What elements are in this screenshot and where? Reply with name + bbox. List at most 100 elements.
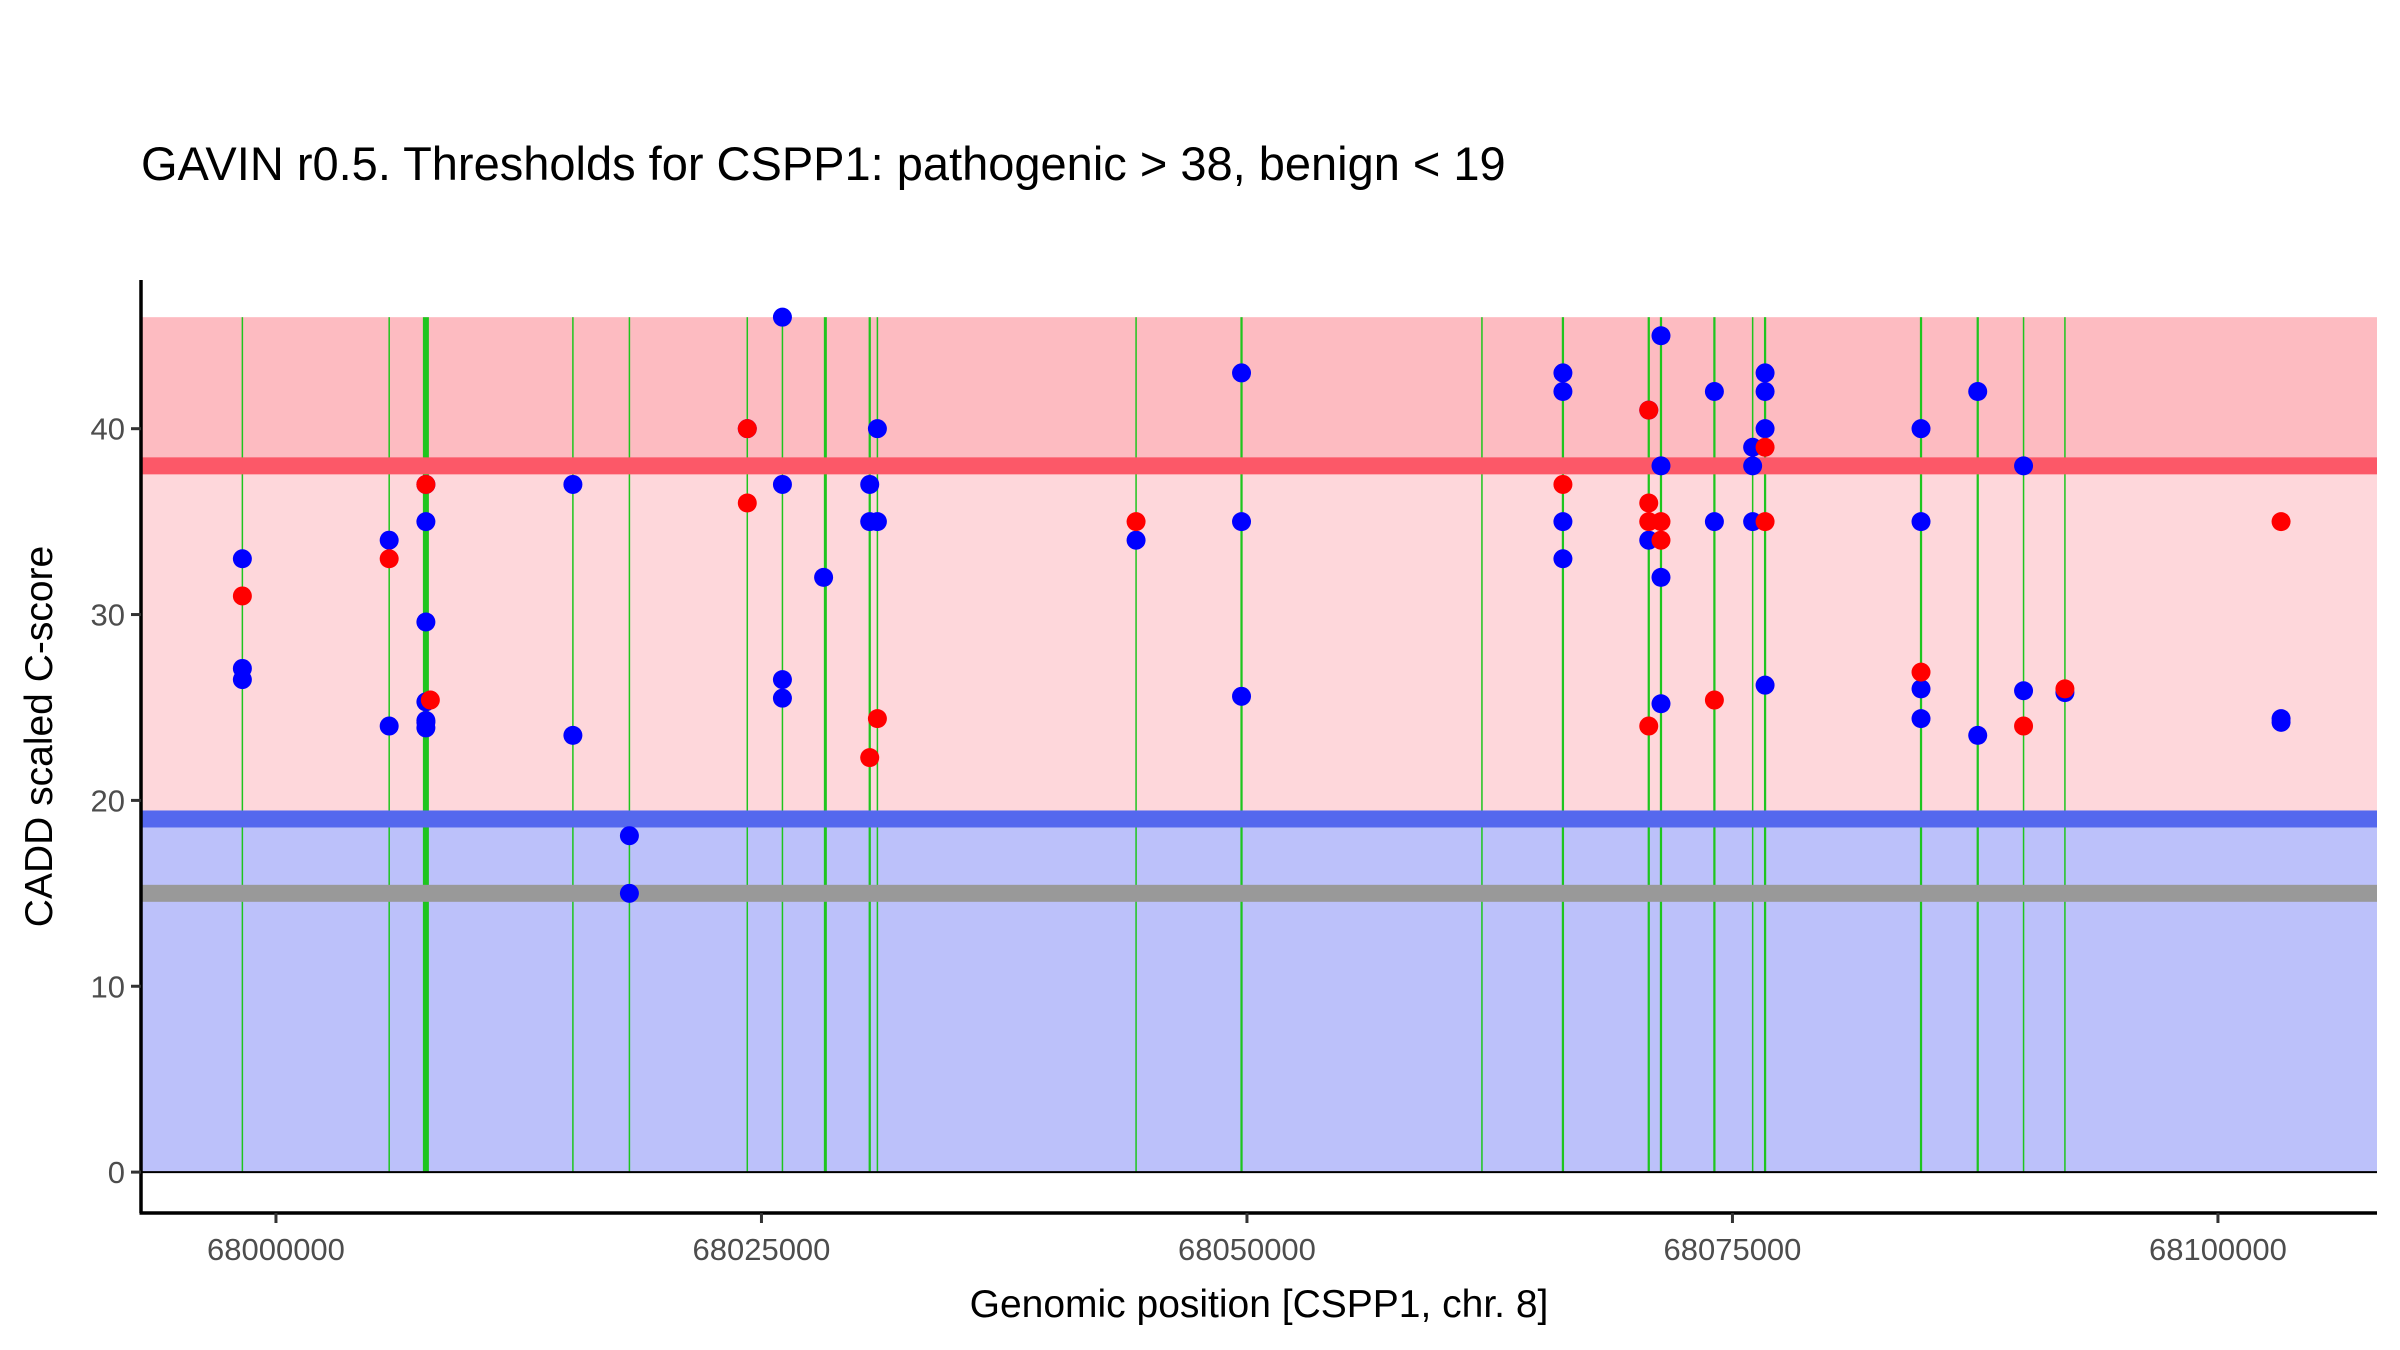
- exon-line: [422, 317, 429, 1173]
- benign-zone: [141, 818, 2377, 1173]
- gnomad-point: [1704, 382, 1724, 402]
- exon-line: [2064, 317, 2066, 1173]
- title-line-1: GAVIN r0.5. Thresholds for CSPP1: pathog…: [141, 137, 1506, 190]
- x-tick-label: 68075000: [1663, 1232, 1801, 1267]
- gnomad-point: [1553, 512, 1573, 532]
- gnomad-point: [1911, 709, 1931, 729]
- clinvar-point: [1755, 437, 1775, 457]
- benign-threshold-line: [141, 810, 2377, 828]
- exon-line: [781, 317, 784, 1173]
- gnomad-point: [1126, 530, 1146, 550]
- clinvar-point: [1639, 716, 1659, 736]
- clinvar-point: [1639, 400, 1659, 420]
- pathogenic-threshold-line: [141, 457, 2377, 475]
- clinvar-point: [867, 709, 887, 729]
- gnomad-point: [1553, 363, 1573, 383]
- exon-line: [1751, 317, 1754, 1173]
- gnomad-point: [619, 826, 639, 846]
- clinvar-point: [2271, 512, 2291, 532]
- clinvar-point: [1553, 474, 1573, 494]
- gnomad-point: [1743, 456, 1763, 476]
- clinvar-point: [1639, 493, 1659, 513]
- clinvar-point: [1651, 530, 1671, 550]
- x-tick-label: 68025000: [692, 1232, 830, 1267]
- intermediate-zone: [141, 465, 2377, 819]
- axes: 0 10 20 30 40 68000000 68025000 68050000 6807500…: [91, 280, 2377, 1267]
- exon-line: [1240, 317, 1243, 1173]
- gnomad-point: [1232, 512, 1252, 532]
- clinvar-point: [1126, 512, 1146, 532]
- exon-line: [388, 317, 390, 1173]
- exon-line: [868, 317, 871, 1173]
- clinvar-point: [737, 419, 757, 439]
- y-tick-label: 40: [91, 412, 125, 447]
- gnomad-point: [416, 712, 436, 732]
- y-tick-label: 30: [91, 598, 125, 633]
- gnomad-point: [1968, 382, 1988, 402]
- gnomad-point: [1651, 694, 1671, 714]
- exon-line: [1561, 317, 1565, 1173]
- gnomad-point: [619, 883, 639, 903]
- clinvar-point: [1651, 512, 1671, 532]
- pathogenic-zone: [141, 317, 2377, 466]
- gnomad-point: [1755, 363, 1775, 383]
- gnomad-point: [772, 688, 792, 708]
- exon-line: [628, 317, 631, 1173]
- y-tick-label: 0: [108, 1155, 125, 1190]
- clinvar-point: [860, 748, 880, 768]
- clinvar-point: [232, 586, 252, 606]
- gnomad-point: [2014, 456, 2034, 476]
- gnomad-point: [563, 725, 583, 745]
- exon-line: [1763, 317, 1767, 1173]
- gnomad-point: [232, 670, 252, 690]
- exon-line: [1919, 317, 1923, 1173]
- gnomad-point: [772, 307, 792, 327]
- gnomad-point: [1553, 382, 1573, 402]
- gnomad-point: [867, 419, 887, 439]
- y-tick-label: 10: [91, 969, 125, 1004]
- x-tick-label: 68000000: [207, 1232, 345, 1267]
- exon-line: [823, 317, 827, 1173]
- gnomad-point: [772, 670, 792, 690]
- gnomad-point: [2271, 712, 2291, 732]
- threshold-lines: [141, 457, 2377, 902]
- gnomad-point: [1651, 567, 1671, 587]
- exon-line: [1135, 317, 1137, 1173]
- gnomad-point: [1755, 675, 1775, 695]
- y-tick-label: 20: [91, 783, 125, 818]
- gnomad-point: [1553, 549, 1573, 569]
- x-axis-title: Genomic position [CSPP1, chr. 8]: [970, 1283, 1549, 1326]
- gnomad-point: [814, 567, 834, 587]
- clinvar-point: [1755, 512, 1775, 532]
- genome-wide-fallback-threshold-line: [141, 884, 2377, 902]
- clinvar-point: [1704, 690, 1724, 710]
- gnomad-point: [1232, 363, 1252, 383]
- clinvar-point: [737, 493, 757, 513]
- x-tick-label: 68100000: [2149, 1232, 2287, 1267]
- exon-line: [746, 317, 749, 1173]
- gnomad-point: [563, 474, 583, 494]
- gnomad-point: [379, 716, 399, 736]
- gnomad-point: [1704, 512, 1724, 532]
- clinvar-point: [379, 549, 399, 569]
- gnomad-point: [1651, 456, 1671, 476]
- exon-line: [241, 317, 244, 1173]
- exon-line: [1481, 317, 1483, 1173]
- gnomad-point: [1911, 419, 1931, 439]
- clinvar-point: [2014, 716, 2034, 736]
- gnomad-point: [1968, 725, 1988, 745]
- y-axis-title: CADD scaled C-score: [18, 546, 61, 927]
- gnomad-point: [1232, 686, 1252, 706]
- x-tick-label: 68050000: [1178, 1232, 1316, 1267]
- exon-line: [1659, 317, 1663, 1173]
- clinvar-point: [2055, 679, 2075, 699]
- exon-line: [1713, 317, 1716, 1173]
- threshold-regions: [141, 317, 2377, 1173]
- clinvar-point: [420, 690, 440, 710]
- gnomad-point: [1755, 382, 1775, 402]
- exon-line: [876, 317, 879, 1173]
- gnomad-point: [232, 549, 252, 569]
- gnomad-point: [1911, 679, 1931, 699]
- exon-line: [2022, 317, 2025, 1173]
